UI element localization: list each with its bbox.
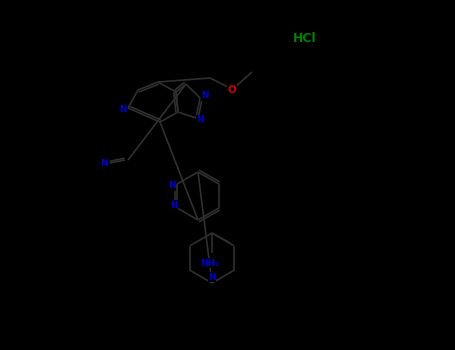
- Text: N: N: [201, 91, 209, 100]
- Text: N: N: [100, 160, 108, 168]
- Text: N: N: [208, 273, 216, 281]
- Text: N: N: [168, 182, 176, 190]
- Text: HCl: HCl: [293, 32, 317, 44]
- Text: NH₂: NH₂: [200, 259, 220, 267]
- Text: N: N: [119, 105, 127, 114]
- Text: O: O: [228, 85, 237, 95]
- Text: N: N: [196, 116, 204, 125]
- Text: N: N: [171, 201, 178, 210]
